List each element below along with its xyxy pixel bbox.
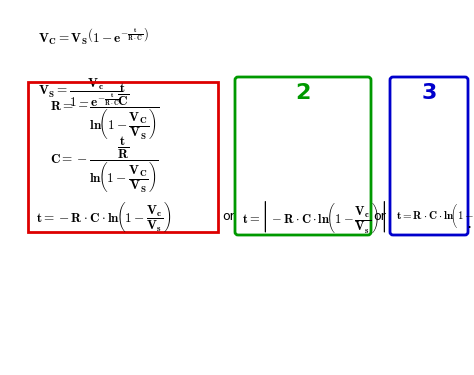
- Text: $\mathbf{V_S = \dfrac{V_c}{1 - e^{-\frac{t}{R \cdot C}}}}$: $\mathbf{V_S = \dfrac{V_c}{1 - e^{-\frac…: [38, 76, 122, 110]
- Text: or: or: [373, 210, 386, 224]
- Text: $\mathbf{C = -\dfrac{\dfrac{t}{R}}{ln\!\left(1 - \dfrac{V_C}{V_S}\right)}}$: $\mathbf{C = -\dfrac{\dfrac{t}{R}}{ln\!\…: [50, 135, 159, 195]
- Text: $\mathbf{t = R \cdot C \cdot ln\!\left(1 - \dfrac{V_c}{V_s}\right)}$: $\mathbf{t = R \cdot C \cdot ln\!\left(1…: [396, 203, 474, 231]
- Text: .: .: [466, 216, 472, 231]
- Text: 3: 3: [421, 83, 437, 103]
- Text: $\mathbf{R = -\dfrac{\dfrac{t}{C}}{ln\!\left(1 - \dfrac{V_C}{V_S}\right)}}$: $\mathbf{R = -\dfrac{\dfrac{t}{C}}{ln\!\…: [50, 82, 159, 142]
- Text: $\mathbf{t = \left|-R \cdot C \cdot ln\!\left(1 - \dfrac{V_c}{V_s}\right)\right|: $\mathbf{t = \left|-R \cdot C \cdot ln\!…: [242, 199, 386, 235]
- Text: 2: 2: [295, 83, 310, 103]
- Text: $\mathbf{V_C = V_S\left(1 - e^{-\frac{t}{R \cdot C}}\right)}$: $\mathbf{V_C = V_S\left(1 - e^{-\frac{t}…: [38, 27, 149, 47]
- Text: $\mathbf{t = -R \cdot C \cdot ln\!\left(1 - \dfrac{V_c}{V_s}\right)}$: $\mathbf{t = -R \cdot C \cdot ln\!\left(…: [36, 200, 172, 234]
- Text: or: or: [222, 210, 235, 224]
